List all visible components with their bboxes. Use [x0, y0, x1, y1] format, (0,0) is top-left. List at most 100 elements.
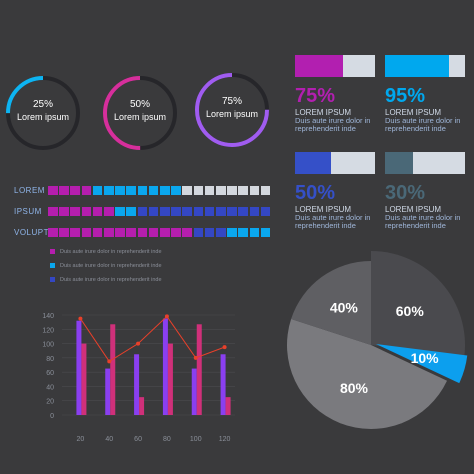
progress-rings	[6, 73, 269, 150]
ring-caption: Lorem ipsum	[205, 109, 259, 119]
kpi-bar-2	[385, 55, 465, 77]
segment-block	[249, 228, 260, 237]
y-tick-label: 40	[46, 384, 54, 391]
ring-progress-1	[6, 76, 80, 150]
pie-slice-4	[291, 261, 371, 345]
kpi-value-2: 95%	[385, 85, 426, 107]
trend-point	[78, 316, 83, 321]
pie-slice-3	[287, 319, 448, 429]
segment-block	[115, 186, 125, 195]
legend-text: Duis aute irure dolor in reprehenderit i…	[60, 249, 162, 255]
trend-point	[107, 359, 112, 364]
segment-block	[204, 228, 215, 237]
segment-block	[193, 207, 204, 216]
bar-line-chart: 0 20 40 60 80 100 120 140 20 40 60 80 100 120	[42, 313, 235, 443]
bar-2	[81, 343, 87, 415]
segment-block	[249, 186, 260, 195]
segment-block	[70, 207, 80, 216]
segment-block	[126, 186, 136, 195]
kpi-description: Duis aute irure dolor in reprehenderit i…	[295, 116, 371, 133]
x-tick-label: 60	[134, 436, 142, 443]
ring-progress-3	[195, 73, 269, 147]
segment-block	[137, 186, 148, 195]
ring-label-3: 75% Lorem ipsum	[192, 96, 272, 120]
segment-block	[59, 186, 69, 195]
x-tick-label: 100	[190, 436, 202, 443]
legend-item: Duis aute irure dolor in reprehenderit i…	[50, 263, 162, 269]
segment-block	[160, 207, 170, 216]
segment-block	[137, 207, 148, 216]
x-tick-label: 120	[219, 436, 231, 443]
segment-block	[148, 228, 159, 237]
kpi-title: LOREM IPSUM	[295, 205, 352, 214]
segment-block	[104, 228, 114, 237]
segment-block	[182, 186, 192, 195]
pie-slice-2	[376, 344, 468, 384]
ring-percent: 50%	[129, 99, 150, 110]
kpi-value-4: 30%	[385, 182, 426, 204]
y-tick-label: 120	[42, 327, 54, 334]
segment-block	[70, 228, 80, 237]
ring-caption: Lorem ipsum	[113, 112, 167, 122]
y-tick-label: 100	[42, 342, 54, 349]
trend-point	[136, 341, 141, 346]
bar-2	[196, 324, 202, 415]
trend-point	[222, 345, 227, 350]
ring-label-1: 25% Lorem ipsum	[3, 99, 83, 123]
ring-caption: Lorem ipsum	[16, 112, 70, 122]
bar-2	[167, 343, 173, 415]
y-tick-label: 20	[46, 399, 54, 406]
segment-block	[182, 207, 192, 216]
kpi-bar-1	[295, 55, 375, 77]
kpi-description: Duis aute irure dolor in reprehenderit i…	[385, 213, 461, 230]
segment-block	[227, 207, 237, 216]
kpi-caption-4: LOREM IPSUM Duis aute irure dolor in repr…	[385, 206, 474, 230]
segment-block	[148, 186, 159, 195]
trend-point	[164, 314, 169, 319]
bar-1	[105, 368, 111, 415]
segment-block	[115, 207, 125, 216]
segment-block	[81, 186, 92, 195]
kpi-caption-2: LOREM IPSUM Duis aute irure dolor in repr…	[385, 109, 474, 133]
trend-line	[80, 315, 225, 363]
segment-block	[126, 228, 136, 237]
segment-block	[81, 228, 92, 237]
y-tick-label: 80	[46, 356, 54, 363]
x-tick-label: 80	[163, 436, 171, 443]
pie-slice-label: 60%	[396, 303, 425, 319]
segment-block	[137, 228, 148, 237]
kpi-bar-fill	[385, 55, 449, 77]
y-tick-label: 0	[50, 413, 54, 420]
kpi-title: LOREM IPSUM	[385, 108, 442, 117]
segment-block	[59, 228, 69, 237]
ring-progress-2	[103, 76, 177, 150]
segment-block	[160, 228, 170, 237]
segment-block	[92, 207, 103, 216]
segment-block	[104, 207, 114, 216]
segment-block	[48, 207, 58, 216]
segment-block	[171, 186, 181, 195]
segment-block	[204, 207, 215, 216]
legend-text: Duis aute irure dolor in reprehenderit i…	[60, 263, 162, 269]
legend-swatch	[50, 263, 55, 269]
segment-block	[260, 186, 271, 195]
kpi-bar-fill	[295, 152, 331, 174]
segment-block	[59, 207, 69, 216]
pie-slice-1	[371, 251, 465, 357]
legend-text: Duis aute irure dolor in reprehenderit i…	[60, 277, 162, 283]
segment-block	[227, 228, 237, 237]
segment-block	[260, 207, 271, 216]
segment-row-label: IPSUM	[14, 207, 42, 216]
bar-1	[76, 320, 82, 415]
kpi-description: Duis aute irure dolor in reprehenderit i…	[385, 116, 461, 133]
segment-block	[48, 228, 58, 237]
x-tick-label: 40	[105, 436, 113, 443]
y-tick-label: 60	[46, 370, 54, 377]
kpi-description: Duis aute irure dolor in reprehenderit i…	[295, 213, 371, 230]
pie-chart: 60% 10% 80% 40%	[287, 251, 468, 429]
bar-2	[225, 397, 231, 415]
kpi-bar-4	[385, 152, 465, 174]
kpi-value-1: 75%	[295, 85, 336, 107]
segment-block	[92, 228, 103, 237]
kpi-bar-fill	[385, 152, 413, 174]
